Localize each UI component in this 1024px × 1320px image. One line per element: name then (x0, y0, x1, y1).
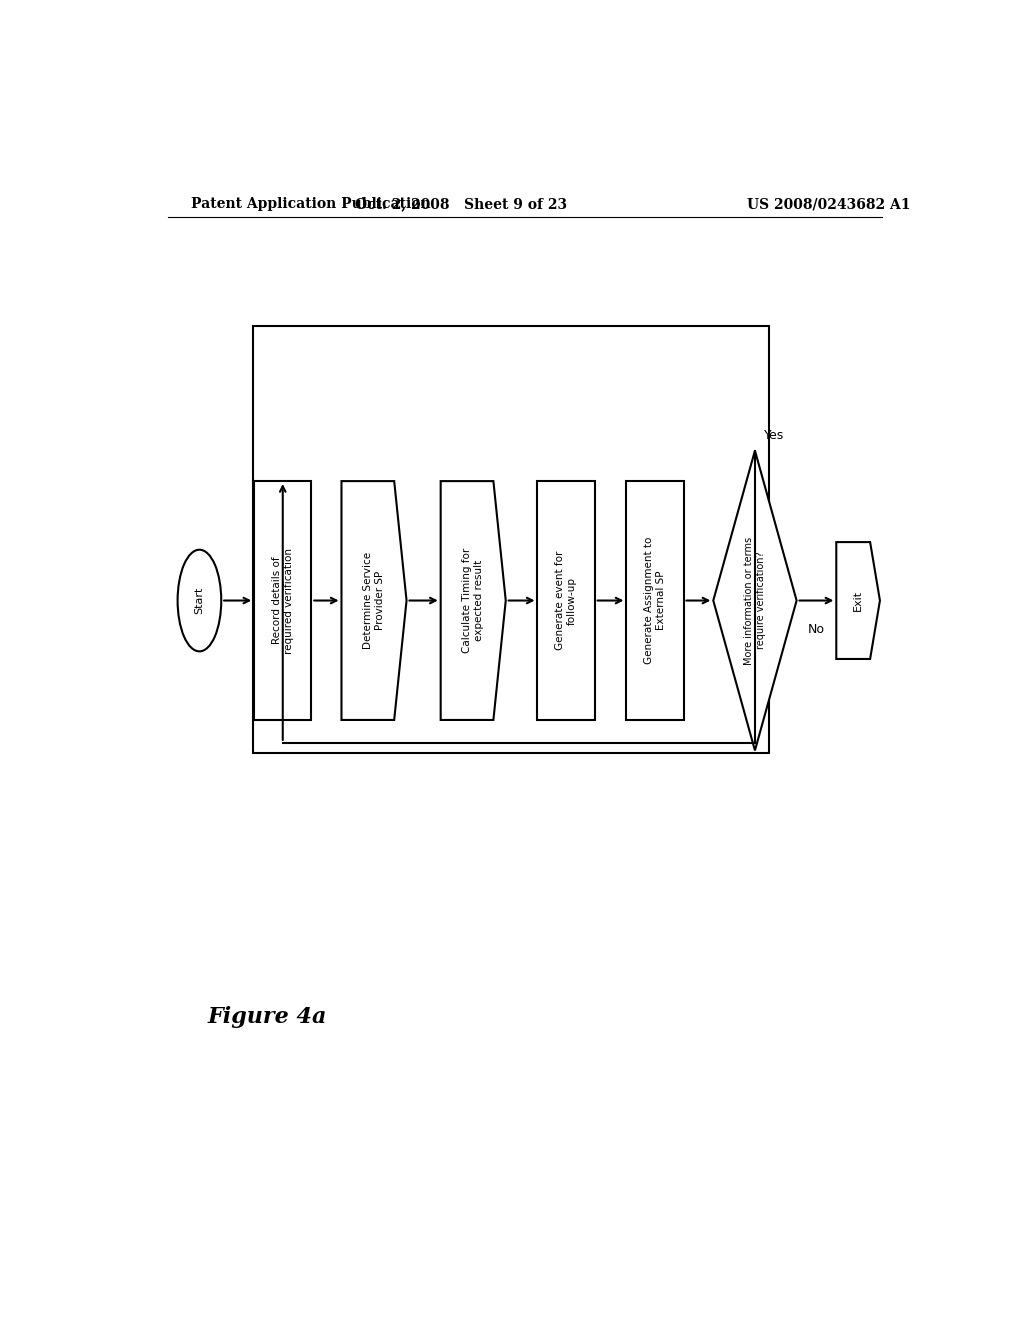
Text: US 2008/0243682 A1: US 2008/0243682 A1 (748, 197, 910, 211)
Text: No: No (808, 623, 825, 636)
Text: More information or terms
require verification?: More information or terms require verifi… (744, 536, 766, 664)
Text: Patent Application Publication: Patent Application Publication (191, 197, 431, 211)
Text: Determine Service
Provider SP: Determine Service Provider SP (364, 552, 385, 649)
Bar (538, 480, 595, 719)
Text: Generate Assignment to
External SP: Generate Assignment to External SP (644, 537, 666, 664)
Polygon shape (837, 543, 880, 659)
Text: Record details of
required verification: Record details of required verification (272, 548, 294, 653)
Text: Start: Start (195, 587, 205, 614)
Text: Generate event for
follow-up: Generate event for follow-up (555, 550, 577, 651)
Polygon shape (714, 450, 797, 751)
Text: Oct. 2, 2008   Sheet 9 of 23: Oct. 2, 2008 Sheet 9 of 23 (355, 197, 567, 211)
Text: Exit: Exit (853, 590, 863, 611)
Text: Calculate Timing for
expected result: Calculate Timing for expected result (463, 548, 484, 653)
Bar (627, 480, 684, 719)
Polygon shape (440, 480, 506, 719)
Ellipse shape (177, 549, 221, 651)
Polygon shape (341, 480, 407, 719)
Text: Figure 4a: Figure 4a (207, 1006, 327, 1028)
Text: Yes: Yes (765, 429, 784, 442)
Bar (253, 326, 769, 752)
Bar (254, 480, 311, 719)
